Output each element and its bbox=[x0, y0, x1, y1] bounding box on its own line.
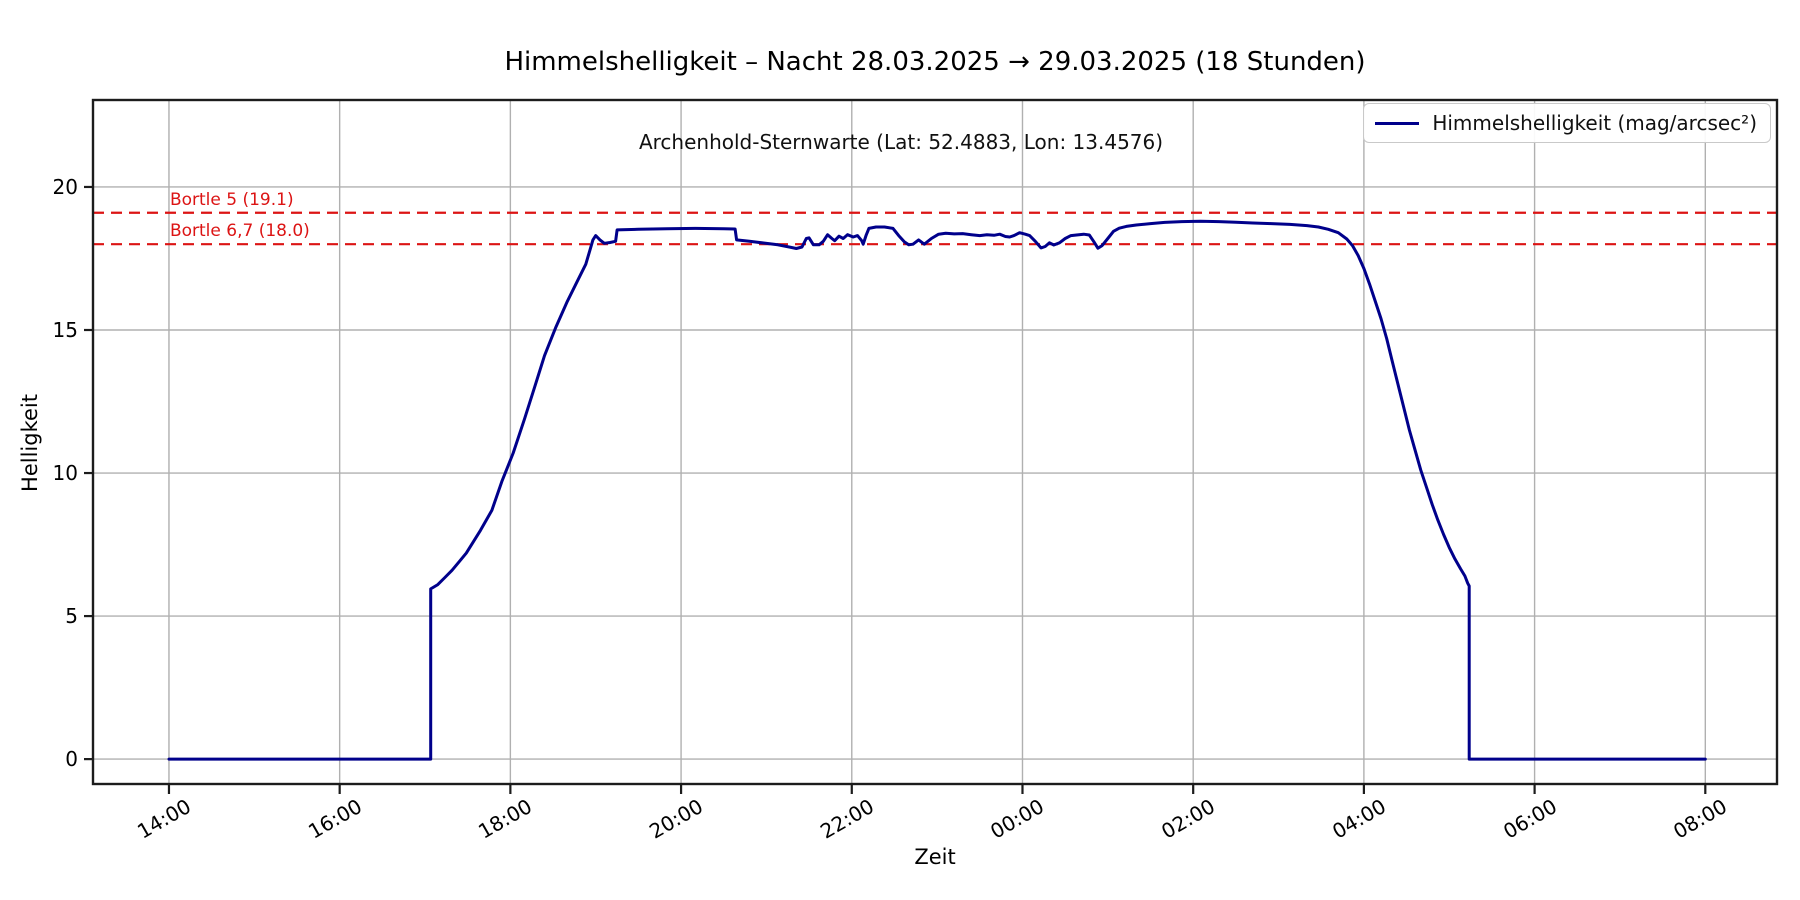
y-tick-label: 15 bbox=[52, 318, 78, 342]
reference-line-label-bortle67: Bortle 6,7 (18.0) bbox=[169, 221, 310, 242]
plot-border bbox=[91, 98, 1779, 786]
series-line bbox=[167, 219, 1707, 761]
chart-title: Himmelshelligkeit – Nacht 28.03.2025 → 2… bbox=[504, 47, 1366, 77]
legend: Himmelshelligkeit (mag/arcsec²) bbox=[1363, 103, 1771, 143]
reference-line-label-bortle5: Bortle 5 (19.1) bbox=[169, 189, 294, 210]
legend-entry-label: Himmelshelligkeit (mag/arcsec²) bbox=[1432, 111, 1757, 135]
y-tick-label: 20 bbox=[52, 174, 78, 199]
y-tick-label: 0 bbox=[65, 747, 78, 772]
y-tick-label: 10 bbox=[52, 461, 78, 486]
x-axis-label: Zeit bbox=[914, 845, 956, 869]
legend-line-sample-icon bbox=[1375, 121, 1420, 125]
chart-subtitle-annotation: Archenhold-Sternwarte (Lat: 52.4883, Lon… bbox=[638, 130, 1164, 154]
y-tick-label: 5 bbox=[65, 604, 78, 629]
